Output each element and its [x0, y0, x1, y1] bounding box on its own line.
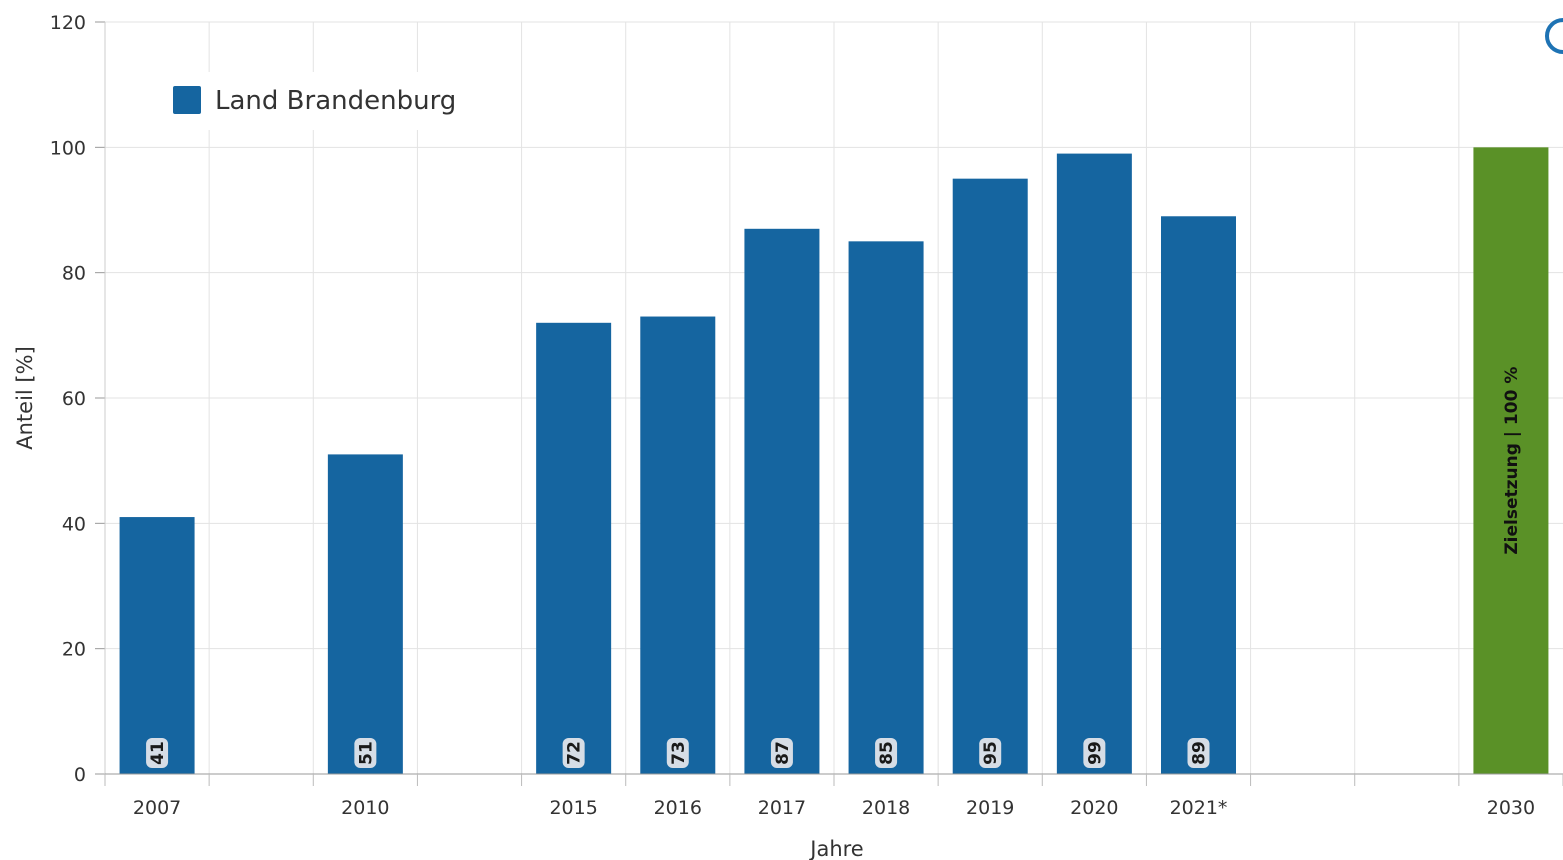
- data-label: 51: [356, 741, 376, 765]
- target-label: Zielsetzung | 100 %: [1502, 367, 1522, 555]
- axes: 0 20 40 60 80 100 120 2007 2010 2015 2016 2017 2018 2…: [50, 12, 1563, 819]
- data-label: 72: [565, 741, 585, 765]
- bar[interactable]: [848, 241, 924, 775]
- data-label: 95: [981, 741, 1001, 765]
- bar[interactable]: [119, 517, 195, 774]
- data-label-box: [562, 738, 585, 768]
- bar[interactable]: [1161, 216, 1236, 774]
- bar[interactable]: [744, 228, 820, 775]
- data-label-box: [666, 738, 689, 768]
- data-label-group: 87: [770, 738, 793, 768]
- bar[interactable]: [327, 454, 403, 774]
- data-label-group: 72: [562, 738, 585, 768]
- menu-icon[interactable]: [1545, 18, 1563, 54]
- bar[interactable]: [640, 316, 716, 774]
- x-tick-label: 2016: [654, 797, 702, 819]
- y-tick-label: 80: [62, 263, 86, 285]
- data-label: 87: [773, 741, 793, 765]
- y-tick-label: 60: [62, 388, 86, 410]
- data-label: 85: [877, 741, 897, 765]
- x-tick-label: 2007: [133, 797, 181, 819]
- y-tick-label: 100: [50, 137, 86, 159]
- y-axis-title: Anteil [%]: [13, 346, 37, 450]
- data-label-box: [1083, 738, 1106, 768]
- data-label-box: [354, 738, 377, 768]
- data-label: 73: [669, 741, 689, 765]
- x-tick-label: 2030: [1487, 797, 1535, 819]
- data-label-box: [1187, 738, 1210, 768]
- x-tick-label: 2021*: [1170, 797, 1228, 819]
- data-label-group: 73: [666, 738, 689, 768]
- y-tick-label: 120: [50, 12, 86, 34]
- x-tick-label: 2015: [549, 797, 597, 819]
- x-tick-label: 2019: [966, 797, 1014, 819]
- data-labels: 41 51 72 73 87 85 95 99 89 Zielsetzung | 100 %: [146, 367, 1522, 768]
- data-label-group: 41: [146, 738, 169, 768]
- data-label-group: 85: [875, 738, 898, 768]
- bars: [119, 147, 1549, 775]
- y-tick-label: 0: [74, 764, 86, 786]
- target-bar[interactable]: [1473, 147, 1549, 775]
- data-label-group: 51: [354, 738, 377, 768]
- x-tick-label: 2018: [862, 797, 910, 819]
- data-label-box: [979, 738, 1002, 768]
- legend: Land Brandenburg: [146, 72, 466, 130]
- x-axis-title: Jahre: [808, 837, 863, 860]
- data-label: 89: [1190, 741, 1210, 765]
- y-tick-label: 20: [62, 639, 86, 661]
- data-label: 99: [1085, 741, 1105, 765]
- data-label-group: 89: [1187, 738, 1210, 768]
- bar[interactable]: [536, 322, 612, 774]
- legend-swatch[interactable]: [173, 86, 201, 114]
- data-label-box: [770, 738, 793, 768]
- data-label: 41: [148, 741, 168, 765]
- x-tick-label: 2010: [341, 797, 389, 819]
- bar[interactable]: [1056, 153, 1132, 775]
- data-label-box: [875, 738, 898, 768]
- y-tick-label: 40: [62, 513, 86, 535]
- x-tick-label: 2017: [758, 797, 806, 819]
- data-label-group: 99: [1083, 738, 1106, 768]
- x-tick-label: 2020: [1070, 797, 1118, 819]
- grid: [105, 21, 1563, 774]
- bar[interactable]: [952, 178, 1028, 774]
- data-label-box: [146, 738, 169, 768]
- legend-label[interactable]: Land Brandenburg: [215, 86, 456, 116]
- data-label-group: 95: [979, 738, 1002, 768]
